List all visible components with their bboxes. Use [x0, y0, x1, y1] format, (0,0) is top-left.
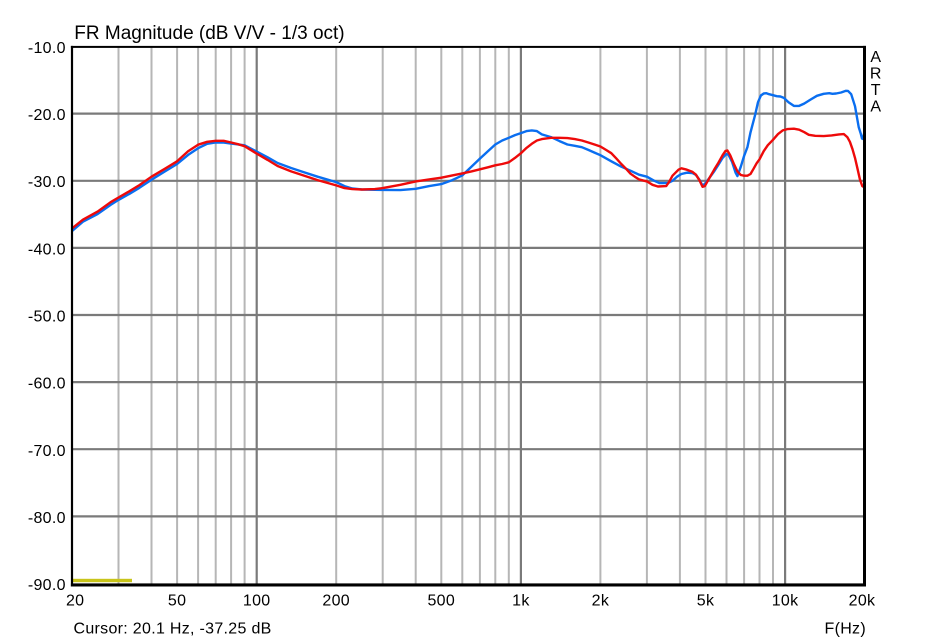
svg-text:-40.0: -40.0 — [28, 241, 66, 258]
svg-text:-50.0: -50.0 — [28, 309, 66, 326]
svg-text:20: 20 — [66, 592, 84, 609]
svg-text:A: A — [870, 49, 881, 66]
svg-text:-20.0: -20.0 — [28, 107, 66, 124]
svg-text:5k: 5k — [697, 592, 715, 609]
svg-text:500: 500 — [427, 592, 455, 609]
svg-text:200: 200 — [322, 592, 350, 609]
svg-text:T: T — [871, 82, 881, 99]
svg-text:2k: 2k — [592, 592, 610, 609]
svg-text:A: A — [870, 98, 881, 115]
svg-text:-70.0: -70.0 — [28, 443, 66, 460]
svg-text:-80.0: -80.0 — [28, 510, 66, 527]
svg-text:20k: 20k — [849, 592, 876, 609]
svg-text:10k: 10k — [772, 592, 799, 609]
svg-text:FR Magnitude (dB V/V - 1/3 oct: FR Magnitude (dB V/V - 1/3 oct) — [74, 23, 344, 44]
svg-text:-10.0: -10.0 — [28, 40, 66, 57]
svg-text:1k: 1k — [512, 592, 530, 609]
svg-text:-30.0: -30.0 — [28, 174, 66, 191]
svg-text:-60.0: -60.0 — [28, 376, 66, 393]
svg-text:50: 50 — [168, 592, 186, 609]
svg-text:100: 100 — [243, 592, 271, 609]
svg-text:F(Hz): F(Hz) — [825, 621, 866, 638]
svg-text:-90.0: -90.0 — [28, 577, 66, 594]
svg-text:Cursor: 20.1 Hz, -37.25 dB: Cursor: 20.1 Hz, -37.25 dB — [74, 621, 272, 638]
svg-text:R: R — [870, 65, 882, 82]
